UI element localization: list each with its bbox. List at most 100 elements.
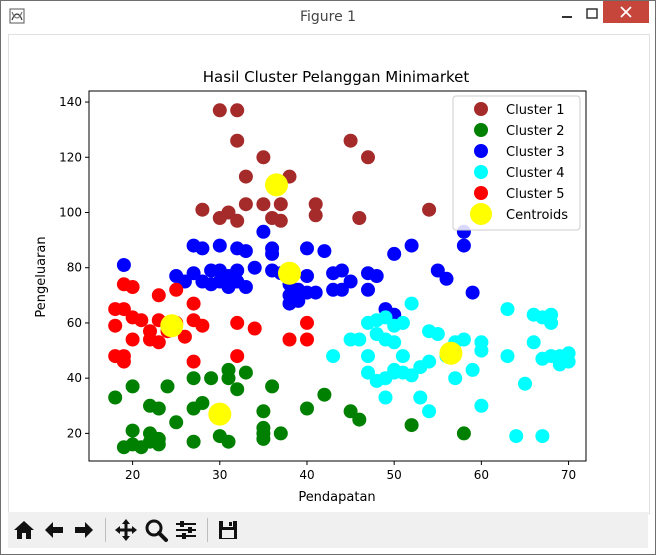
legend-label: Cluster 5 (506, 187, 565, 202)
cluster-point (387, 246, 402, 261)
cluster-point (238, 169, 253, 184)
x-tick-label: 60 (474, 468, 489, 482)
y-tick-label: 100 (59, 205, 82, 219)
cluster-point (186, 354, 201, 369)
cluster-point (238, 244, 253, 259)
centroid-point (208, 402, 232, 426)
legend-marker (474, 165, 488, 179)
cluster-point (378, 310, 393, 325)
forward-arrow-icon[interactable] (70, 516, 98, 544)
cluster-point (230, 263, 245, 278)
x-tick-label: 20 (125, 468, 140, 482)
home-icon[interactable] (10, 516, 38, 544)
maximize-icon[interactable] (582, 3, 604, 25)
cluster-point (221, 205, 236, 220)
cluster-point (474, 343, 489, 358)
x-axis-label: Pendapatan (298, 490, 375, 505)
legend-marker (474, 123, 488, 137)
cluster-point (256, 431, 271, 446)
cluster-point (518, 376, 532, 391)
cluster-point (186, 371, 201, 386)
cluster-point (535, 429, 550, 444)
cluster-point (230, 382, 245, 397)
cluster-point (212, 103, 227, 118)
scatter-chart[interactable]: Hasil Cluster Pelanggan Minimarket 20 30 4… (9, 35, 649, 513)
cluster-point (108, 390, 123, 405)
y-tick-label: 120 (59, 150, 82, 164)
pan-icon[interactable] (112, 516, 140, 544)
cluster-point (230, 349, 245, 364)
legend-marker (470, 203, 492, 225)
cluster-point (500, 302, 515, 317)
cluster-point (439, 271, 454, 286)
cluster-point (230, 103, 245, 118)
cluster-point (456, 426, 471, 441)
cluster-point (108, 318, 123, 333)
figure-canvas[interactable]: Hasil Cluster Pelanggan Minimarket 20 30 4… (8, 34, 650, 514)
cluster-point (308, 208, 323, 223)
centroid-point (439, 341, 463, 365)
cluster-point (273, 197, 288, 212)
cluster-point (116, 302, 131, 317)
cluster-point (186, 434, 201, 449)
cluster-point (195, 241, 210, 256)
cluster-point (212, 238, 227, 253)
cluster-point (230, 213, 245, 228)
cluster-point (352, 412, 367, 427)
cluster-point (300, 401, 314, 416)
close-icon[interactable] (603, 1, 649, 23)
cluster-point (256, 404, 271, 419)
legend-marker (474, 144, 488, 158)
cluster-point (247, 321, 262, 336)
cluster-point (160, 379, 175, 394)
legend-label: Centroids (506, 208, 568, 223)
cluster-point (238, 365, 253, 380)
cluster-point (343, 133, 358, 148)
legend-label: Cluster 4 (506, 166, 565, 181)
y-tick-label: 40 (67, 371, 82, 385)
centroid-point (265, 173, 288, 197)
cluster-point (177, 329, 192, 344)
cluster-point (143, 324, 157, 339)
toolbar-separator (207, 518, 208, 542)
centroid-point (278, 261, 301, 285)
zoom-icon[interactable] (142, 516, 170, 544)
cluster-point (204, 371, 219, 386)
cluster-point (430, 327, 445, 341)
cluster-point (552, 349, 567, 364)
back-arrow-icon[interactable] (40, 516, 68, 544)
cluster-point (273, 426, 288, 441)
cluster-point (413, 390, 428, 405)
configure-subplots-icon[interactable] (172, 516, 200, 544)
minimize-icon[interactable] (554, 3, 582, 25)
cluster-point (422, 202, 437, 217)
cluster-point (125, 332, 140, 347)
cluster-point (343, 404, 358, 419)
navigation-toolbar (8, 512, 648, 548)
x-tick-label: 70 (561, 468, 576, 482)
cluster-point (186, 266, 201, 281)
cluster-point (195, 202, 210, 217)
x-tick-label: 30 (212, 468, 227, 482)
cluster-point (343, 274, 358, 289)
cluster-point (134, 313, 149, 328)
cluster-point (116, 354, 131, 369)
cluster-point (282, 332, 297, 347)
cluster-point (465, 362, 480, 377)
cluster-point (300, 269, 314, 283)
cluster-point (221, 434, 236, 449)
cluster-point (317, 387, 332, 402)
cluster-point (308, 197, 323, 212)
cluster-point (361, 282, 375, 297)
cluster-point (448, 371, 463, 386)
cluster-point (265, 246, 280, 261)
save-icon[interactable] (214, 516, 242, 544)
cluster-point (404, 418, 419, 433)
cluster-point (326, 349, 341, 364)
title-bar[interactable]: Figure 1 (1, 1, 655, 34)
cluster-point (256, 197, 271, 212)
legend-marker (474, 186, 488, 200)
cluster-point (265, 379, 280, 394)
cluster-point (404, 238, 419, 253)
y-tick-label: 140 (59, 95, 82, 109)
